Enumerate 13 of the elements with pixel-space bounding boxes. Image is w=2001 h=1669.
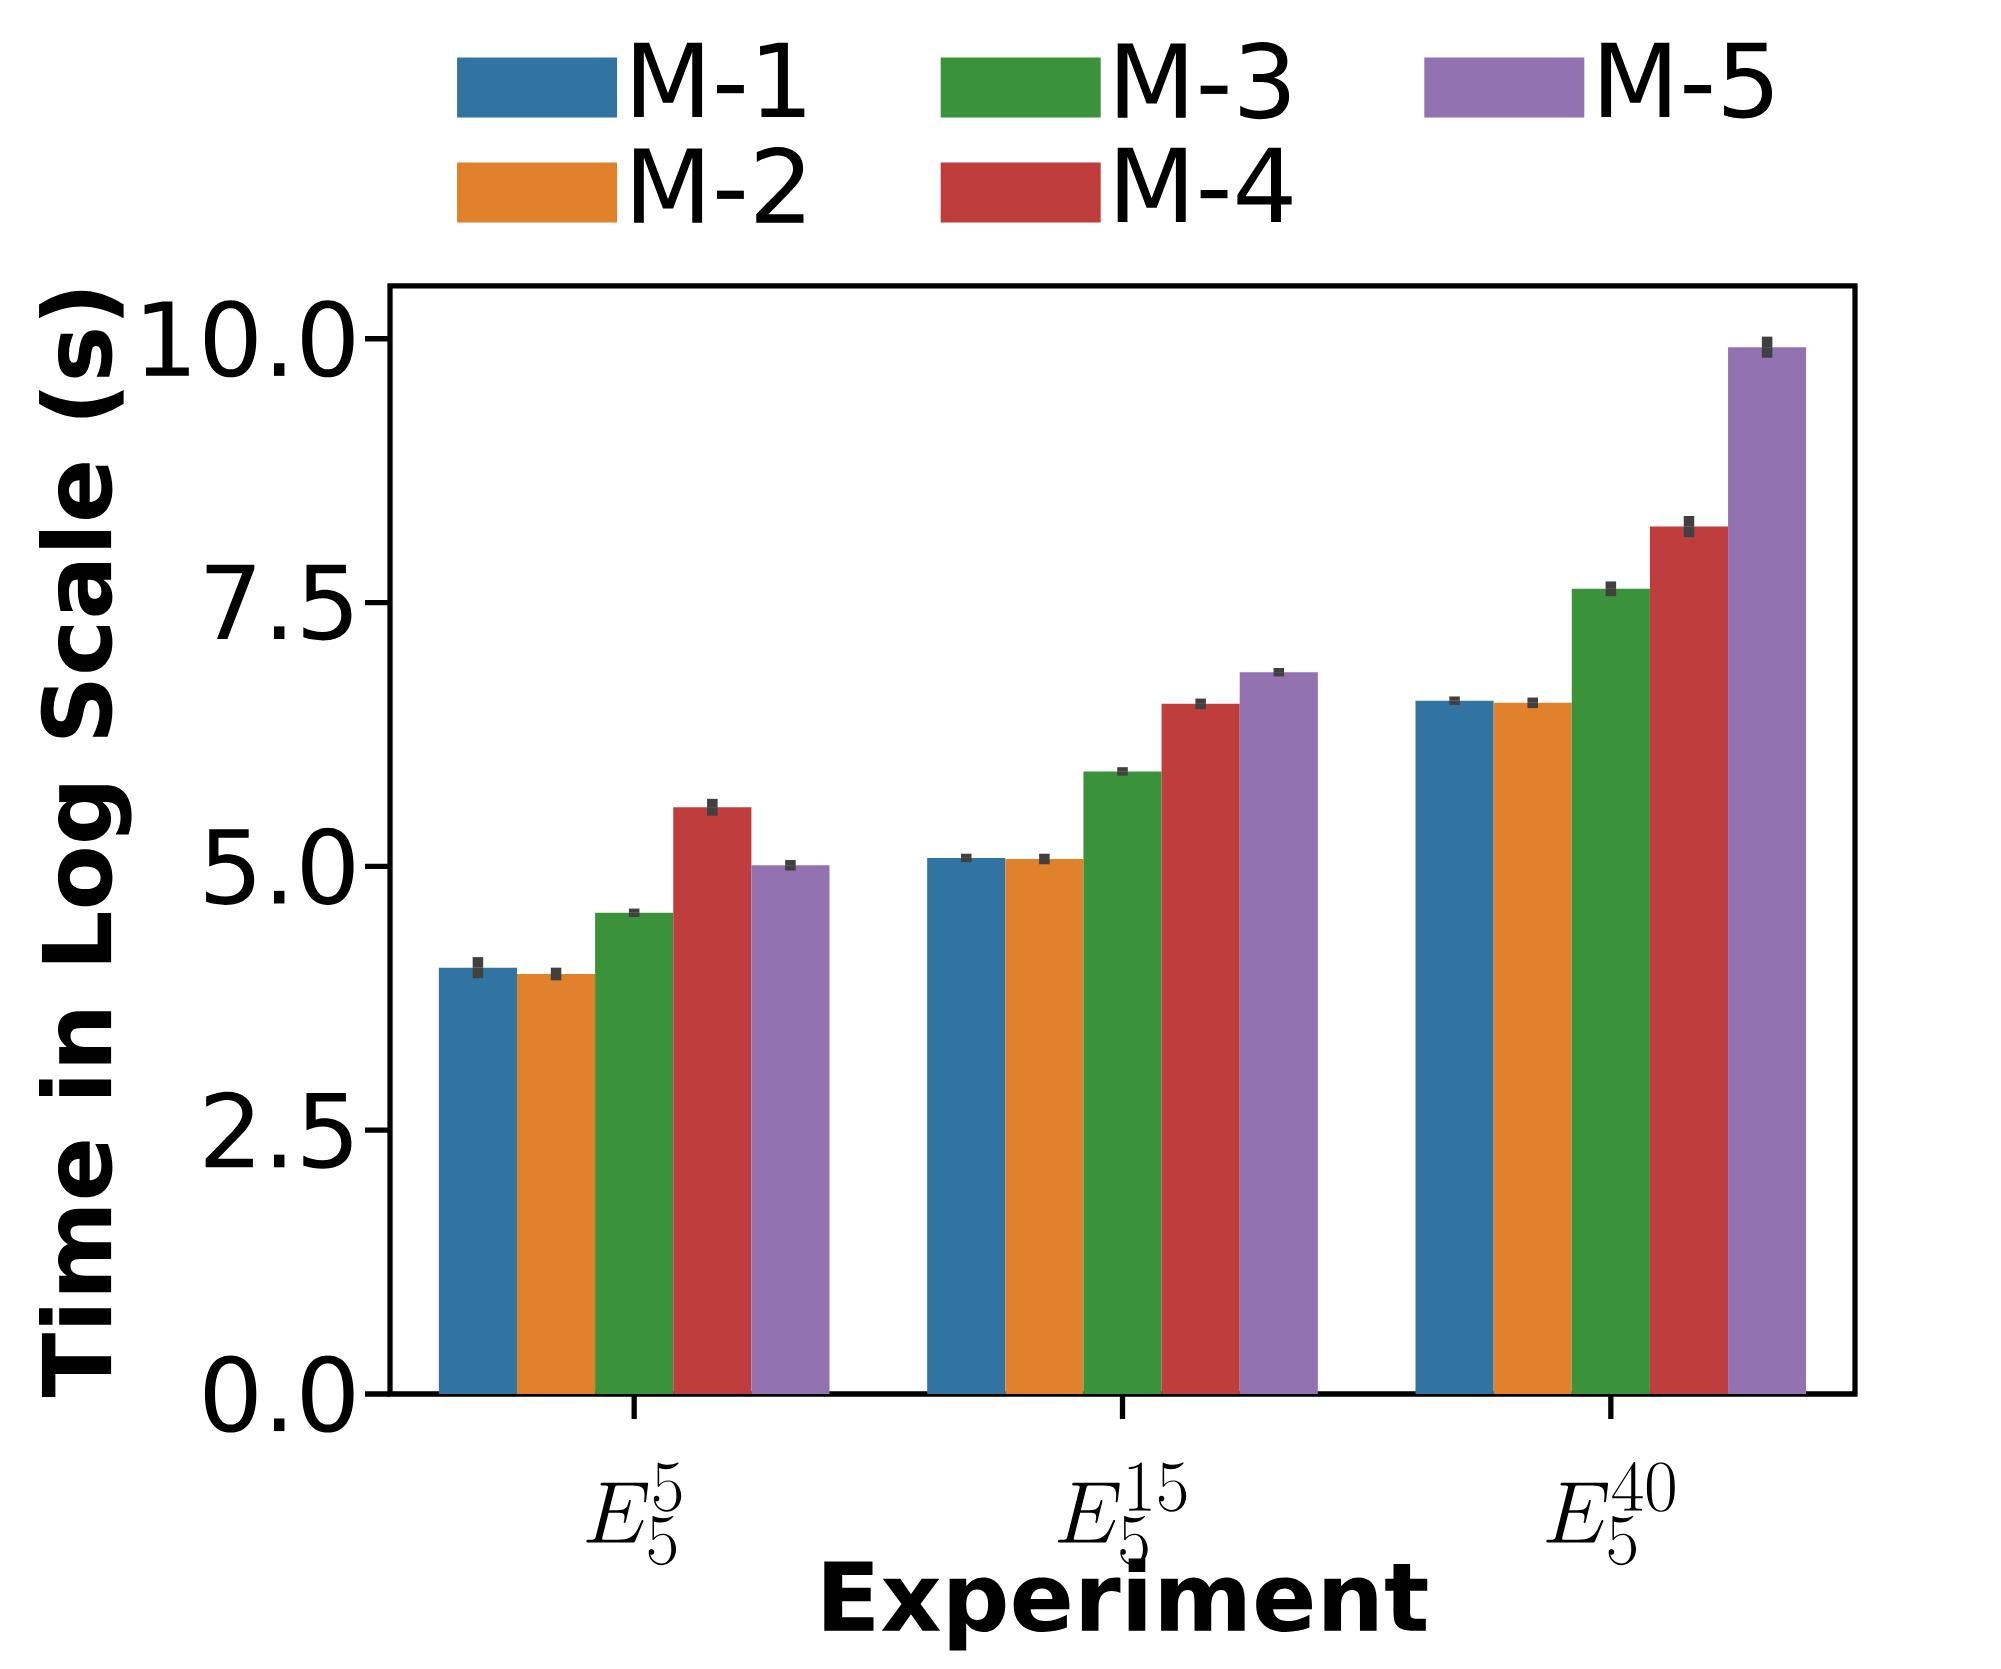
legend-label: M-5 [1601,42,1773,119]
legend-label: M-4 [1117,147,1292,223]
y-tick-label: 0.0 [204,1355,354,1433]
legend-label: M-2 [634,147,804,223]
x-tick-label: $E_5^{40}$ [1546,1461,1675,1566]
legend-label: M-3 [1117,42,1290,120]
y-tick-label: 7.5 [206,564,352,641]
y-tick-label: 10.0 [144,300,354,378]
y-tick-label: 2.5 [205,1091,352,1169]
x-tick-label: $E_5^{5}$ [586,1462,682,1566]
y-axis-title: Time in Log Scale (s) [39,290,132,1398]
legend-label: M-1 [634,42,805,118]
y-tick-label: 5.0 [206,827,354,905]
